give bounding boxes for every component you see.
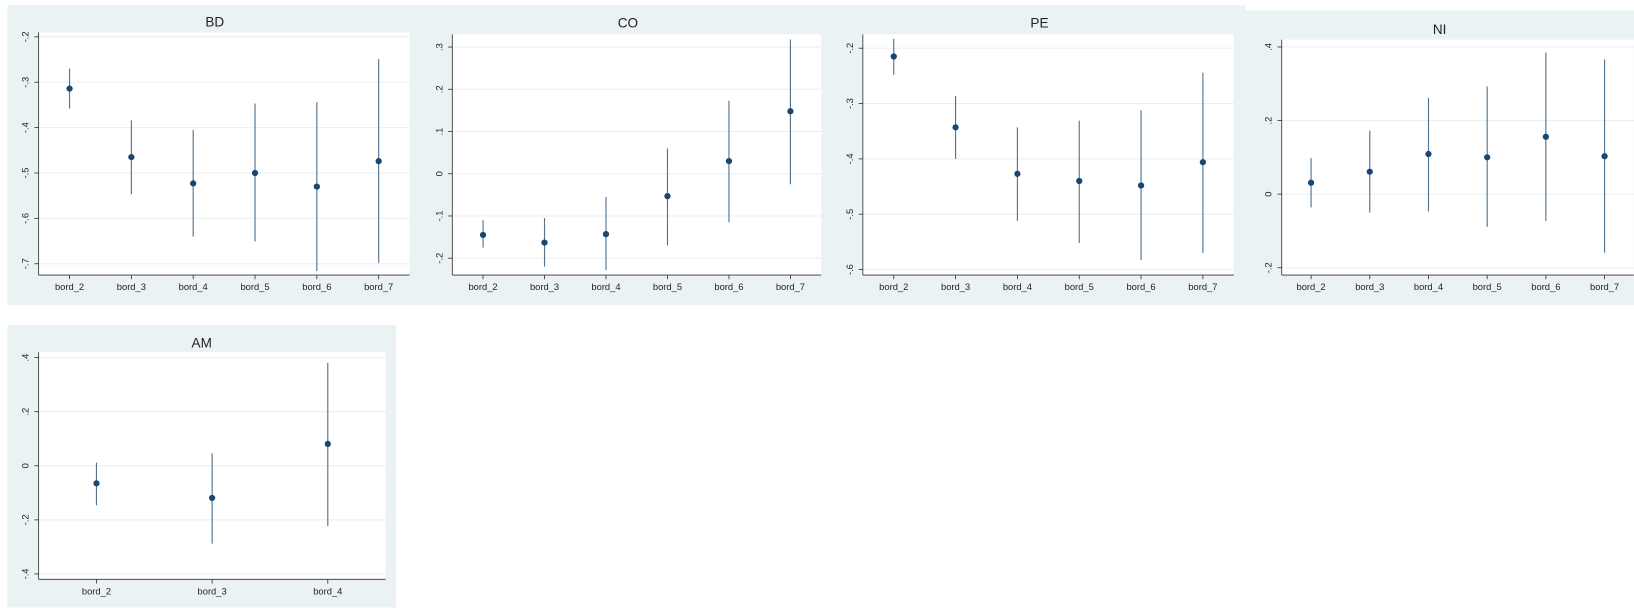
x-tick-label: bord_3: [941, 282, 970, 292]
x-tick-label: bord_3: [198, 586, 227, 596]
x-tick-label: bord_4: [591, 282, 620, 292]
y-tick-label: -.2: [21, 31, 31, 42]
point-estimate: [375, 158, 382, 165]
x-tick-label: bord_2: [879, 282, 908, 292]
point-estimate: [1366, 168, 1373, 175]
plot-area: [452, 34, 822, 276]
point-estimate: [251, 169, 259, 177]
plot-area: [862, 34, 1234, 276]
y-tick-label: -.5: [21, 168, 31, 179]
point-estimate: [1542, 133, 1549, 140]
y-tick-label: .3: [434, 43, 444, 51]
x-tick-label: bord_6: [1126, 282, 1155, 292]
x-tick-label: bord_5: [1065, 282, 1094, 292]
point-estimate: [541, 239, 548, 246]
y-tick-label: 0: [1264, 192, 1274, 197]
y-tick-label: 0: [434, 171, 444, 176]
point-estimate: [1425, 150, 1432, 158]
y-tick-label: -.2: [21, 514, 31, 525]
point-estimate: [128, 153, 135, 161]
point-estimate: [725, 157, 733, 165]
panel: NI .4 .2 0 -.2 bord_2 bord_3 bord_4 bord_5 bord_6…: [1245, 10, 1634, 306]
point-estimate: [787, 108, 794, 115]
x-tick-label: bord_3: [530, 282, 559, 292]
x-tick-label: bord_5: [1473, 282, 1502, 292]
point-estimate: [664, 192, 671, 200]
x-tick-label: bord_2: [55, 282, 84, 292]
panel-title: BD: [205, 15, 224, 30]
x-tick-label: bord_2: [1296, 282, 1325, 292]
point-estimate: [952, 124, 959, 131]
panel: CO .3 .2 .1 0 -.1 -.2 bord_2 bord_3 bord_4 bord_5 b…: [422, 5, 834, 306]
y-tick-label: .2: [434, 85, 444, 93]
x-tick-label: bord_3: [1355, 282, 1384, 292]
panel: AM .4 .2 0 -.2 -.4 bord_2 bord_3 bord_4: [7, 325, 397, 608]
y-tick-label: -.5: [845, 209, 855, 220]
x-tick-label: bord_7: [776, 282, 805, 292]
x-tick-label: bord_7: [1188, 282, 1217, 292]
x-tick-label: bord_2: [468, 282, 497, 292]
point-estimate: [93, 480, 100, 487]
panel: BD -.2 -.3 -.4 -.5 -.6 -.7 bord_2 bord_3 bord_4 bo…: [7, 5, 423, 306]
point-estimate: [66, 85, 73, 92]
y-tick-label: -.3: [845, 98, 855, 109]
point-estimate: [1014, 170, 1021, 177]
y-tick-label: 0: [21, 463, 31, 468]
plot-area: [38, 32, 410, 276]
x-tick-label: bord_7: [1590, 282, 1619, 292]
x-tick-label: bord_3: [117, 282, 146, 292]
y-tick-label: .4: [21, 354, 31, 362]
y-tick-label: -.7: [21, 258, 31, 269]
panel-title: CO: [618, 16, 638, 31]
y-tick-label: .2: [21, 408, 31, 416]
point-estimate: [190, 180, 197, 187]
y-tick-label: .2: [1264, 117, 1274, 125]
point-estimate: [1307, 179, 1315, 186]
panel-title: AM: [192, 335, 212, 350]
panel-title: PE: [1030, 16, 1048, 31]
x-tick-label: bord_5: [653, 282, 682, 292]
plot-area: [1281, 39, 1634, 276]
x-tick-label: bord_6: [714, 282, 743, 292]
x-tick-label: bord_6: [1531, 282, 1560, 292]
point-estimate: [313, 183, 320, 190]
x-tick-label: bord_5: [240, 282, 269, 292]
point-estimate: [602, 230, 610, 238]
point-estimate: [324, 440, 331, 447]
x-tick-label: bord_4: [313, 586, 342, 596]
y-tick-label: -.4: [21, 122, 31, 133]
point-estimate: [1601, 153, 1608, 160]
point-estimate: [890, 53, 897, 60]
x-tick-label: bord_7: [364, 282, 393, 292]
x-tick-label: bord_4: [179, 282, 208, 292]
x-tick-label: bord_4: [1003, 282, 1032, 292]
point-estimate: [209, 494, 216, 502]
panel: PE -.2 -.3 -.4 -.5 -.6 bord_2 bord_3 bord_4 bord_…: [833, 5, 1246, 306]
point-estimate: [1199, 159, 1207, 166]
point-estimate: [1137, 182, 1145, 189]
point-estimate: [1076, 177, 1083, 185]
y-tick-label: -.2: [1264, 262, 1274, 273]
panel-title: NI: [1433, 22, 1447, 37]
x-tick-label: bord_6: [302, 282, 331, 292]
point-estimate: [479, 231, 487, 239]
y-tick-label: -.3: [21, 77, 31, 88]
y-tick-label: -.6: [21, 213, 31, 224]
y-tick-label: -.1: [434, 210, 444, 221]
y-tick-label: -.2: [434, 253, 444, 264]
x-tick-label: bord_4: [1414, 282, 1443, 292]
x-tick-label: bord_2: [82, 586, 111, 596]
y-tick-label: -.4: [845, 153, 855, 164]
y-tick-label: .1: [434, 128, 444, 136]
y-tick-label: .4: [1264, 43, 1274, 51]
y-tick-label: -.6: [845, 264, 855, 275]
y-tick-label: -.2: [845, 43, 855, 54]
y-tick-label: -.4: [21, 568, 31, 579]
point-estimate: [1484, 154, 1491, 161]
